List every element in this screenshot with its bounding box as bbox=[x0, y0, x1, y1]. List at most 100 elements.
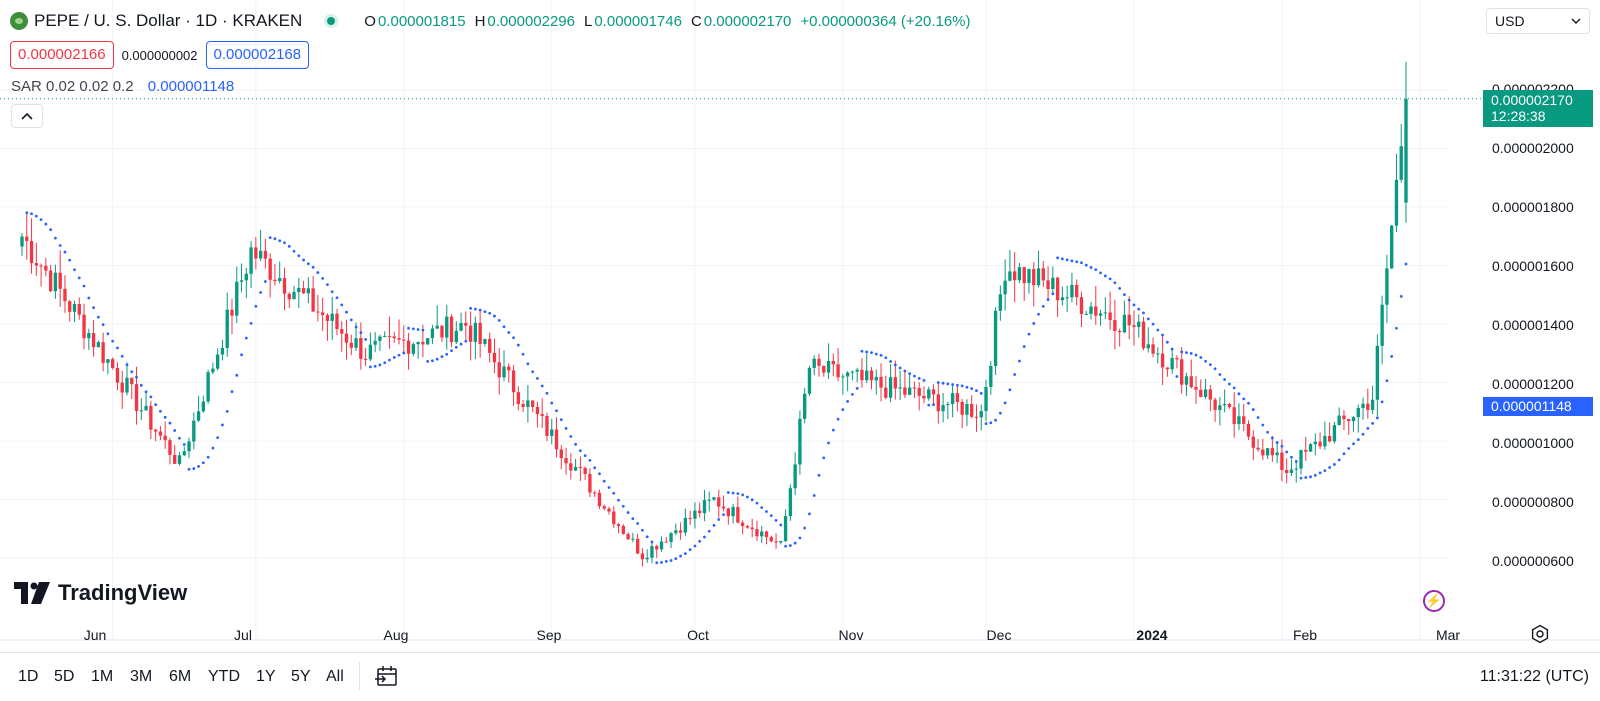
range-button-5d[interactable]: 5D bbox=[54, 668, 75, 685]
chart-settings-icon[interactable] bbox=[1530, 624, 1550, 644]
sar-dot bbox=[731, 491, 735, 495]
sar-dot bbox=[1366, 426, 1370, 430]
candle-body bbox=[306, 288, 311, 294]
sar-dot bbox=[1065, 258, 1069, 262]
low-key: L bbox=[584, 12, 593, 30]
sar-dot bbox=[68, 258, 72, 262]
candle-body bbox=[612, 511, 616, 525]
time-axis-label: Dec bbox=[986, 627, 1012, 643]
range-button-1m[interactable]: 1M bbox=[91, 668, 114, 685]
range-button-6m[interactable]: 6M bbox=[169, 668, 192, 685]
sar-dot bbox=[464, 339, 468, 343]
sar-dot bbox=[302, 258, 305, 262]
candle-body bbox=[1041, 268, 1045, 281]
sar-dot bbox=[979, 391, 983, 395]
candle-body bbox=[158, 431, 163, 436]
candle-body bbox=[1366, 403, 1370, 410]
candle-body bbox=[621, 525, 625, 534]
sar-dot bbox=[154, 403, 158, 407]
sar-dot bbox=[1185, 351, 1188, 355]
candle-body bbox=[1108, 312, 1112, 320]
high-value: 0.000002296 bbox=[487, 12, 575, 30]
candle-body bbox=[425, 338, 430, 345]
candle-body bbox=[149, 405, 153, 430]
sar-dot bbox=[87, 296, 91, 300]
sar-dot bbox=[273, 237, 277, 241]
candle-body bbox=[1370, 399, 1375, 410]
candle-body bbox=[1218, 405, 1222, 411]
sar-dot bbox=[531, 370, 535, 374]
tradingview-logo[interactable]: TradingView bbox=[14, 580, 187, 606]
range-button-1d[interactable]: 1D bbox=[18, 668, 39, 685]
sar-dot bbox=[1399, 294, 1403, 298]
sar-dot bbox=[750, 498, 754, 502]
sar-dot bbox=[1385, 379, 1389, 383]
sar-dot bbox=[908, 372, 912, 376]
candle-body bbox=[68, 301, 72, 312]
sar-dot bbox=[660, 561, 663, 564]
range-button-5y[interactable]: 5Y bbox=[291, 668, 311, 685]
candle-body bbox=[1285, 470, 1289, 473]
sar-dot bbox=[1108, 277, 1112, 281]
sar-dot bbox=[540, 384, 544, 388]
buy-price-button[interactable]: 0.000002168 bbox=[205, 41, 310, 69]
candle-body bbox=[745, 526, 750, 528]
utc-clock[interactable]: 11:31:22 (UTC) bbox=[1479, 668, 1589, 685]
sar-dot bbox=[913, 374, 916, 378]
sar-dot bbox=[326, 283, 329, 287]
sar-dot bbox=[1328, 466, 1332, 469]
sar-dot bbox=[1390, 355, 1394, 358]
candle-body bbox=[173, 454, 177, 464]
sar-dot bbox=[951, 383, 955, 386]
range-button-all[interactable]: All bbox=[326, 668, 344, 685]
go-to-date-calendar-icon[interactable] bbox=[375, 665, 399, 687]
sar-dot bbox=[1099, 271, 1102, 275]
sar-dot bbox=[583, 454, 587, 458]
candle-body bbox=[1347, 419, 1351, 422]
candle-body bbox=[20, 236, 24, 247]
candle-body bbox=[583, 467, 587, 475]
sar-dot bbox=[1294, 460, 1298, 463]
lightning-icon[interactable]: ⚡ bbox=[1423, 590, 1445, 612]
sar-dot bbox=[841, 408, 845, 411]
candle-body bbox=[1251, 436, 1255, 448]
sar-dot bbox=[54, 236, 57, 240]
candle-body bbox=[39, 265, 43, 267]
sar-dot bbox=[1290, 455, 1293, 459]
range-button-ytd[interactable]: YTD bbox=[208, 668, 240, 685]
sar-dot bbox=[101, 323, 105, 327]
price-axis-label: 0.000000800 bbox=[1492, 494, 1574, 510]
candle-body bbox=[760, 531, 764, 537]
sar-dot bbox=[454, 345, 458, 349]
sar-dot bbox=[683, 552, 687, 556]
sar-dot bbox=[173, 429, 177, 432]
sar-dot bbox=[397, 353, 401, 357]
indicator-legend[interactable]: SAR 0.02 0.02 0.2 0.000001148 bbox=[11, 78, 234, 95]
currency-select[interactable]: USD bbox=[1486, 8, 1590, 34]
sell-price-button[interactable]: 0.000002166 bbox=[10, 41, 114, 69]
collapse-legend-button[interactable] bbox=[11, 104, 43, 128]
candle-body bbox=[1232, 407, 1236, 425]
sar-dot bbox=[206, 455, 210, 459]
range-button-3m[interactable]: 3M bbox=[130, 668, 153, 685]
sar-dot bbox=[736, 492, 740, 496]
candle-body bbox=[244, 273, 248, 281]
sar-dot bbox=[1204, 359, 1207, 363]
candle-body bbox=[1117, 331, 1122, 333]
candle-body bbox=[502, 366, 506, 378]
symbol-title[interactable]: PEPE / U. S. Dollar · 1D · KRAKEN bbox=[34, 11, 303, 30]
sar-dot bbox=[593, 466, 597, 470]
candle-body bbox=[898, 387, 902, 389]
time-axis-label: 2024 bbox=[1136, 627, 1168, 643]
candle-body bbox=[1184, 376, 1189, 385]
candle-body bbox=[1394, 179, 1399, 226]
sar-dot bbox=[602, 479, 606, 483]
candle-body bbox=[1132, 325, 1136, 327]
range-button-1y[interactable]: 1Y bbox=[256, 668, 276, 685]
sar-dot bbox=[435, 357, 439, 361]
sar-dot bbox=[416, 328, 420, 331]
candle-body bbox=[650, 546, 654, 558]
sar-dot bbox=[1051, 292, 1055, 296]
sar-dot bbox=[349, 318, 353, 322]
